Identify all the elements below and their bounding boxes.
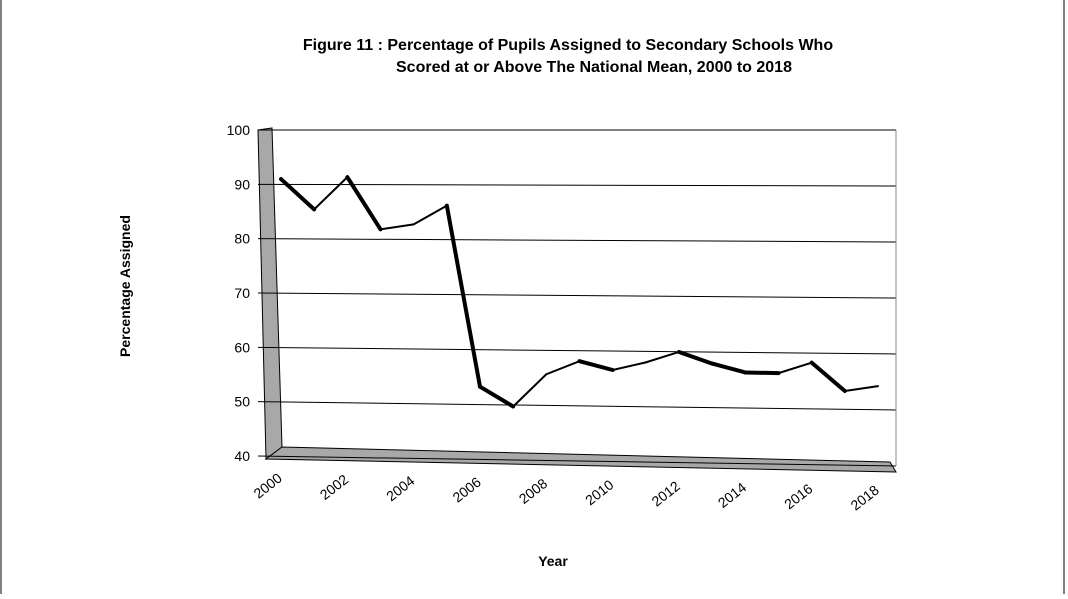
- chart-title-line-2: Scored at or Above The National Mean, 20…: [396, 59, 792, 76]
- chart-title-line-1: Figure 11 : Percentage of Pupils Assigne…: [303, 37, 833, 54]
- y-tick-label: 50: [234, 394, 250, 410]
- gridline: [257, 401, 897, 411]
- gridline: [257, 292, 897, 299]
- line-segment: [444, 203, 482, 389]
- series-percentage-assigned: [279, 175, 879, 409]
- line-segment: [809, 360, 847, 393]
- x-tick-label: 2000: [250, 470, 285, 502]
- line-segment: [412, 204, 448, 226]
- x-tick-label: 2012: [648, 478, 683, 510]
- gridline: [257, 455, 897, 467]
- gridlines: [257, 129, 897, 467]
- line-segment: [345, 175, 383, 232]
- line-segment: [710, 361, 748, 375]
- line-segment: [777, 361, 813, 375]
- y-axis-title: Percentage Assigned: [117, 215, 133, 357]
- line-segment: [379, 223, 415, 231]
- line-segment: [611, 361, 647, 372]
- y-tick-label: 90: [234, 176, 250, 192]
- line-segment: [279, 177, 317, 212]
- x-tick-label: 2016: [781, 480, 816, 512]
- line-segment: [512, 373, 548, 408]
- y-tick-labels: 100 90 80 70 60 50 40: [227, 122, 251, 464]
- x-tick-label: 2008: [516, 475, 551, 507]
- line-segment: [644, 350, 680, 364]
- line-segment: [545, 360, 581, 376]
- y-tick-label: 60: [234, 339, 250, 355]
- x-axis-title: Year: [538, 553, 568, 569]
- y-tick-label: 40: [234, 448, 250, 464]
- x-tick-label: 2002: [317, 471, 352, 503]
- y-tick-label: 70: [234, 285, 250, 301]
- line-segment: [577, 359, 615, 373]
- line-segment: [677, 349, 715, 366]
- chart-floor: [264, 446, 897, 473]
- line-segment: [478, 384, 516, 409]
- x-tick-label: 2010: [582, 476, 617, 508]
- gridline: [257, 183, 897, 187]
- line-segment: [743, 370, 781, 376]
- x-tick-label: 2004: [383, 472, 418, 504]
- y-tick-label: 100: [227, 122, 251, 138]
- line-segment: [843, 385, 879, 392]
- line-segment: [313, 176, 349, 211]
- x-tick-label: 2018: [847, 482, 882, 514]
- x-tick-label: 2014: [715, 479, 750, 511]
- gridline: [257, 238, 897, 243]
- gridline: [257, 346, 897, 355]
- x-tick-label: 2006: [449, 474, 484, 506]
- y-tick-label: 80: [234, 231, 250, 247]
- x-tick-labels: 2000 2002 2004 2006 2008 2010 2012 2014 2016 2018: [250, 470, 882, 514]
